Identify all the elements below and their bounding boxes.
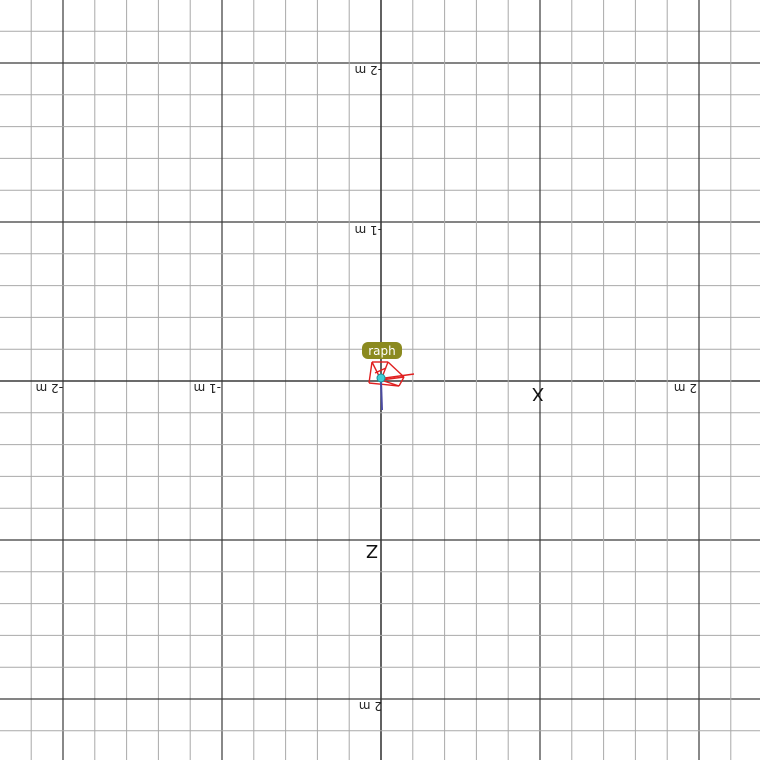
axis-label-z-pos2: 2 m: [359, 699, 382, 713]
axis-label-x-neg1: -1 m: [194, 381, 221, 395]
axis-label-x-neg2: -2 m: [36, 381, 63, 395]
axis-label-z-neg2: -2 m: [355, 63, 382, 77]
heading-indicator: [380, 380, 383, 411]
name-tag-label: raph: [368, 344, 396, 358]
position-marker-icon: [376, 373, 386, 383]
axis-label-z-neg1: -1 m: [355, 223, 382, 237]
axis-letter-x: X: [532, 383, 544, 404]
camera-frustum: [368, 361, 415, 387]
camera-object[interactable]: [368, 361, 415, 411]
object-name-tag[interactable]: raph: [362, 342, 402, 359]
axis-label-x-pos2: 2 m: [674, 381, 697, 395]
name-tag-background: [362, 342, 402, 359]
axis-letter-z: Z: [366, 540, 378, 561]
